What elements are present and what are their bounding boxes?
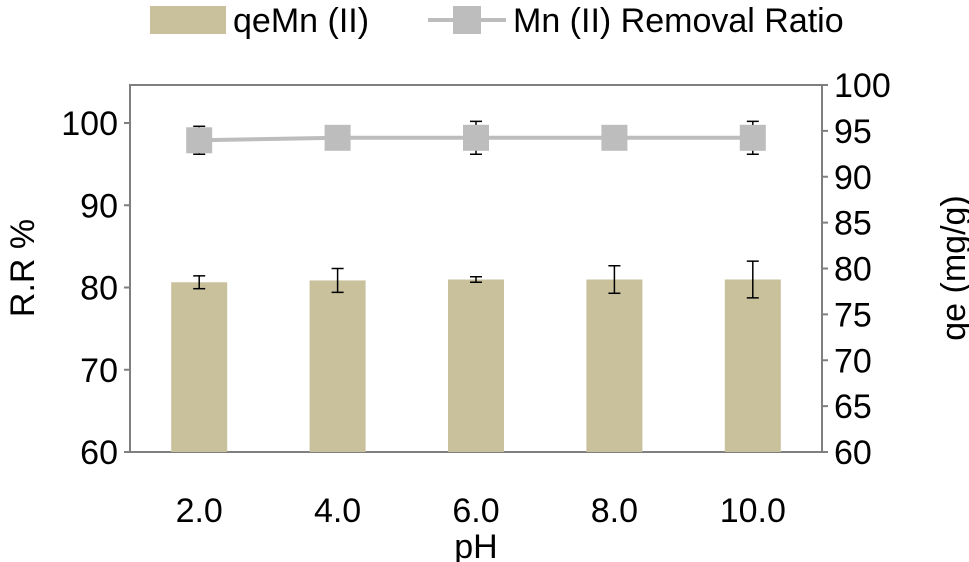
- bar: [724, 279, 781, 452]
- left-tick-label: 100: [61, 105, 118, 143]
- x-tick-label: 2.0: [176, 492, 223, 530]
- bar: [309, 280, 366, 452]
- marks: [171, 120, 781, 452]
- right-tick-label: 100: [834, 67, 891, 105]
- bar: [448, 279, 504, 452]
- right-tick-label: 80: [834, 251, 872, 289]
- line-point: [601, 124, 628, 151]
- right-axis-ticks: 60 65 70 75 80 85 90 95 100: [822, 67, 891, 472]
- left-tick-label: 60: [80, 434, 118, 472]
- x-tick-label: 6.0: [452, 492, 499, 530]
- x-tick-label: 8.0: [591, 492, 638, 530]
- x-tick-label: 4.0: [314, 492, 361, 530]
- left-tick-label: 90: [80, 187, 118, 225]
- x-axis-ticks: 2.0 4.0 6.0 8.0 10.0: [176, 492, 786, 530]
- bar: [586, 279, 643, 452]
- right-tick-label: 60: [834, 434, 872, 472]
- right-tick-label: 90: [834, 159, 872, 197]
- legend: qeMn (II) Mn (II) Removal Ratio: [150, 2, 844, 40]
- right-tick-label: 85: [834, 205, 872, 243]
- right-tick-label: 65: [834, 388, 872, 426]
- right-tick-label: 70: [834, 342, 872, 380]
- y-axis-left-title: R.R %: [4, 219, 42, 317]
- legend-line-marker: [453, 6, 481, 34]
- line-point: [324, 124, 351, 151]
- x-axis-title: pH: [454, 528, 497, 562]
- left-axis-ticks: 60 70 80 90 100: [61, 105, 130, 472]
- legend-line-label: Mn (II) Removal Ratio: [513, 2, 844, 40]
- line-point: [186, 127, 213, 154]
- line-point: [463, 124, 489, 151]
- x-tick-label: 10.0: [720, 492, 786, 530]
- y-axis-right-title: qe (mg/g): [935, 195, 969, 341]
- right-tick-label: 95: [834, 113, 872, 151]
- left-tick-label: 70: [80, 352, 118, 390]
- legend-bar-label: qeMn (II): [233, 2, 369, 40]
- bar: [171, 282, 228, 452]
- legend-bar-swatch: [150, 6, 226, 34]
- right-tick-label: 75: [834, 296, 872, 334]
- line-point: [739, 124, 766, 151]
- left-tick-label: 80: [80, 270, 118, 308]
